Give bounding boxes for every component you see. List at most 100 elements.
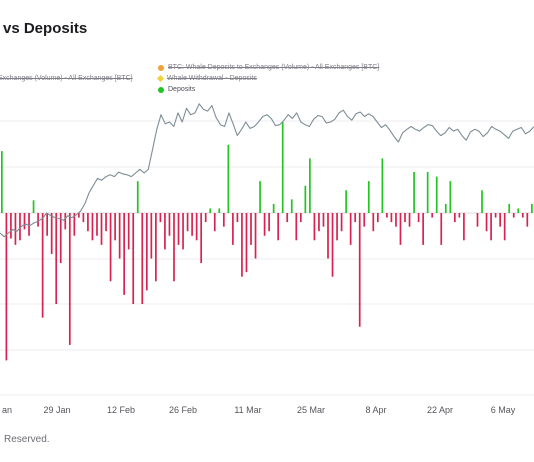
deposit-bar	[512, 213, 515, 218]
deposit-bar	[386, 213, 388, 218]
deposit-bar	[390, 213, 393, 223]
deposit-bar	[481, 190, 483, 213]
deposit-bar	[141, 213, 144, 304]
x-tick-label: 26 Feb	[169, 405, 197, 415]
deposit-bar	[399, 213, 402, 245]
deposit-bar	[440, 213, 443, 245]
deposit-bar	[367, 181, 370, 213]
legend-label: BTC: Whale Deposits to Exchanges (Volume…	[168, 64, 380, 71]
deposits-bars	[1, 122, 533, 361]
deposit-bar	[87, 213, 89, 232]
deposit-bar	[358, 213, 361, 327]
deposit-bar	[435, 176, 438, 213]
deposit-bar	[109, 213, 112, 282]
deposit-bar	[517, 208, 520, 213]
deposit-bar	[195, 213, 198, 241]
deposit-bar	[263, 213, 266, 236]
deposit-bar	[118, 213, 121, 259]
deposit-bar	[299, 213, 302, 223]
x-tick-label: 29 Jan	[43, 405, 70, 415]
deposit-bar	[1, 151, 3, 213]
deposit-bar	[96, 213, 98, 236]
deposit-bar	[458, 213, 461, 218]
deposit-bar	[186, 213, 189, 232]
volume-line-path	[0, 103, 534, 238]
x-axis-ticks: an 29 Jan 12 Feb 26 Feb 11 Mar 25 Mar 8 Apr 22 …	[2, 405, 516, 415]
x-tick-label: an	[2, 405, 12, 415]
deposit-bar	[236, 213, 239, 223]
deposit-bar	[340, 213, 343, 232]
deposit-bar	[286, 213, 289, 223]
deposit-bar	[177, 213, 180, 245]
deposit-bar	[59, 213, 62, 264]
deposit-bar	[354, 213, 357, 223]
deposit-bar	[132, 213, 135, 304]
deposit-bar	[426, 172, 429, 213]
deposit-bar	[136, 181, 139, 213]
legend-item[interactable]: Whale Withdrawal - Deposits	[156, 74, 257, 83]
deposit-bar	[105, 213, 107, 232]
deposit-bar	[14, 213, 17, 245]
deposit-bar	[290, 199, 293, 213]
deposit-bar	[526, 213, 529, 227]
deposit-bar	[395, 213, 397, 227]
deposit-bar	[531, 203, 533, 213]
deposit-bar	[372, 213, 375, 232]
deposit-bar	[349, 213, 352, 245]
deposit-bar	[417, 213, 420, 223]
deposit-bar	[73, 213, 76, 236]
legend-item[interactable]: Exchanges (Volume) - All Exchanges [BTC]	[0, 75, 133, 82]
deposit-bar	[408, 213, 411, 227]
deposit-bar	[28, 213, 30, 236]
deposit-bar	[413, 172, 415, 213]
deposit-bar	[191, 213, 193, 236]
deposit-bar	[78, 213, 80, 218]
deposit-bar	[494, 213, 497, 218]
deposit-bar	[209, 208, 212, 213]
deposit-bar	[241, 213, 243, 277]
deposit-bar	[114, 213, 116, 241]
legend-label: Deposits	[168, 86, 196, 93]
deposit-bar	[5, 213, 8, 361]
deposit-bar	[304, 185, 307, 213]
deposit-bar	[463, 213, 465, 241]
legend-item[interactable]: BTC: Whale Deposits to Exchanges (Volume…	[158, 64, 379, 71]
legend-item[interactable]: Deposits	[158, 86, 195, 93]
deposit-bar	[272, 203, 275, 213]
deposit-bar	[444, 203, 447, 213]
deposit-bar	[331, 213, 334, 277]
deposit-bar	[503, 213, 506, 241]
volume-line	[0, 103, 534, 238]
deposit-bar	[336, 213, 338, 241]
deposit-bar	[50, 213, 53, 254]
deposit-bar	[23, 213, 26, 230]
deposit-bar	[476, 213, 479, 227]
x-tick-label: 12 Feb	[107, 405, 135, 415]
deposit-bar	[91, 213, 94, 241]
deposit-bar	[200, 213, 203, 264]
deposit-bar	[218, 208, 221, 213]
deposit-bar	[309, 158, 311, 213]
deposit-bar	[46, 213, 48, 236]
legend-marker-icon	[158, 86, 164, 93]
deposit-bar	[295, 213, 298, 241]
deposit-bar	[327, 213, 329, 259]
legend-label: Exchanges (Volume) - All Exchanges [BTC]	[0, 75, 133, 82]
deposit-bar	[277, 213, 280, 241]
deposit-bar	[485, 213, 488, 232]
deposit-bar	[281, 122, 284, 213]
deposit-bar	[376, 213, 379, 223]
deposit-bar	[322, 213, 325, 227]
legend-label: Whale Withdrawal - Deposits	[167, 75, 257, 82]
x-tick-label: 6 May	[491, 405, 516, 415]
x-tick-label: 25 Mar	[297, 405, 325, 415]
chart-title: vs Deposits	[3, 20, 88, 37]
deposit-bar	[164, 213, 166, 250]
deposit-bar	[245, 213, 248, 273]
legend-marker-icon	[158, 64, 164, 71]
deposit-bar	[155, 213, 157, 282]
deposit-bar	[82, 213, 85, 223]
deposit-bar	[499, 213, 501, 227]
